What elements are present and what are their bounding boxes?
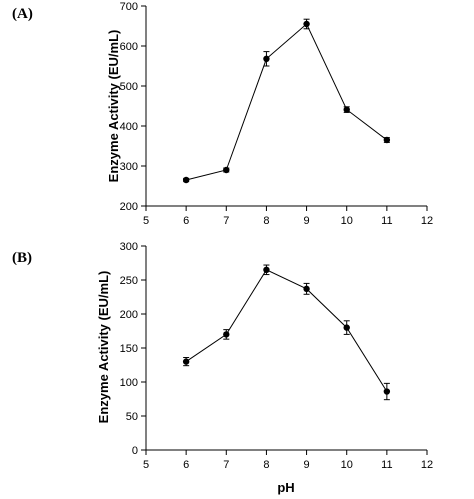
panel-b-y-axis-title: Enzyme Activity (EU/mL) — [96, 271, 111, 424]
panel-b-y-tick-label: 0 — [132, 445, 138, 457]
panel-a-data-point — [223, 166, 230, 174]
panel-b-x-tick-label: 6 — [183, 459, 189, 471]
panel-b-y-tick-label: 50 — [126, 411, 138, 423]
panel-b-data-point — [263, 266, 270, 273]
panel-a-series-line — [186, 23, 388, 181]
panel-a-y-tick-label: 200 — [120, 201, 138, 213]
panel-a-data-point — [182, 176, 190, 184]
panel-b-data-point — [303, 285, 310, 293]
panel-b-x-axis-title: pH — [277, 480, 294, 495]
panel-a-label: (A) — [12, 6, 33, 22]
panel-b-series-line — [185, 269, 388, 392]
panel-b-x-tick-label: 11 — [381, 459, 392, 471]
panel-b-label: (B) — [12, 250, 32, 266]
panel-a-y-tick-label: 500 — [120, 81, 138, 93]
panel-b-x-tick-label: 7 — [223, 459, 229, 471]
panel-a-y-axis-title: Enzyme Activity (EU/mL) — [106, 30, 121, 183]
panel-a-x-tick-label: 7 — [223, 215, 229, 227]
panel-b-y-tick-label: 150 — [120, 343, 138, 355]
panel-a-y-tick-label: 700 — [120, 1, 138, 13]
panel-b-data-point — [223, 331, 230, 338]
panel-b-data-point — [383, 388, 391, 395]
panel-a-data-point — [343, 106, 350, 113]
panel-b-data-point — [182, 358, 190, 365]
panel-a-y-tick-label: 600 — [120, 41, 138, 53]
panel-b-x-tick-label: 12 — [421, 459, 433, 471]
panel-a-data-point — [263, 55, 270, 62]
panel-a-x-tick-label: 9 — [304, 215, 310, 227]
panel-a-y-tick-label: 300 — [120, 161, 138, 173]
panel-b-x-tick-label: 5 — [143, 459, 149, 471]
panel-a-x-tick-label: 12 — [421, 215, 433, 227]
panel-a-x-tick-label: 5 — [143, 215, 149, 227]
panel-b-x-tick-label: 10 — [341, 459, 353, 471]
panel-a-data-point — [383, 136, 391, 144]
panel-a-x-tick-label: 6 — [183, 215, 189, 227]
panel-b-x-tick-label: 8 — [263, 459, 269, 471]
panel-b-x-tick-label: 9 — [304, 459, 310, 471]
panel-b-y-tick-label: 200 — [120, 309, 138, 321]
panel-a-x-tick-label: 8 — [263, 215, 269, 227]
panel-b-y-tick-label: 250 — [120, 275, 138, 287]
panel-b-y-tick-label: 300 — [120, 241, 138, 253]
panel-b: (B) Enzyme Activity (EU/mL) pH 0 50 100 150… — [12, 241, 433, 495]
panel-a-x-tick-label: 11 — [381, 215, 392, 227]
panel-a-data-point — [303, 20, 310, 28]
panel-b-data-point — [343, 324, 350, 331]
panel-a-y-tick-label: 400 — [120, 121, 138, 133]
panel-a: (A) Enzyme Activity (EU/mL) 200 300 400 500… — [12, 1, 433, 227]
panel-b-y-tick-label: 100 — [120, 377, 138, 389]
panel-a-x-tick-label: 10 — [341, 215, 353, 227]
